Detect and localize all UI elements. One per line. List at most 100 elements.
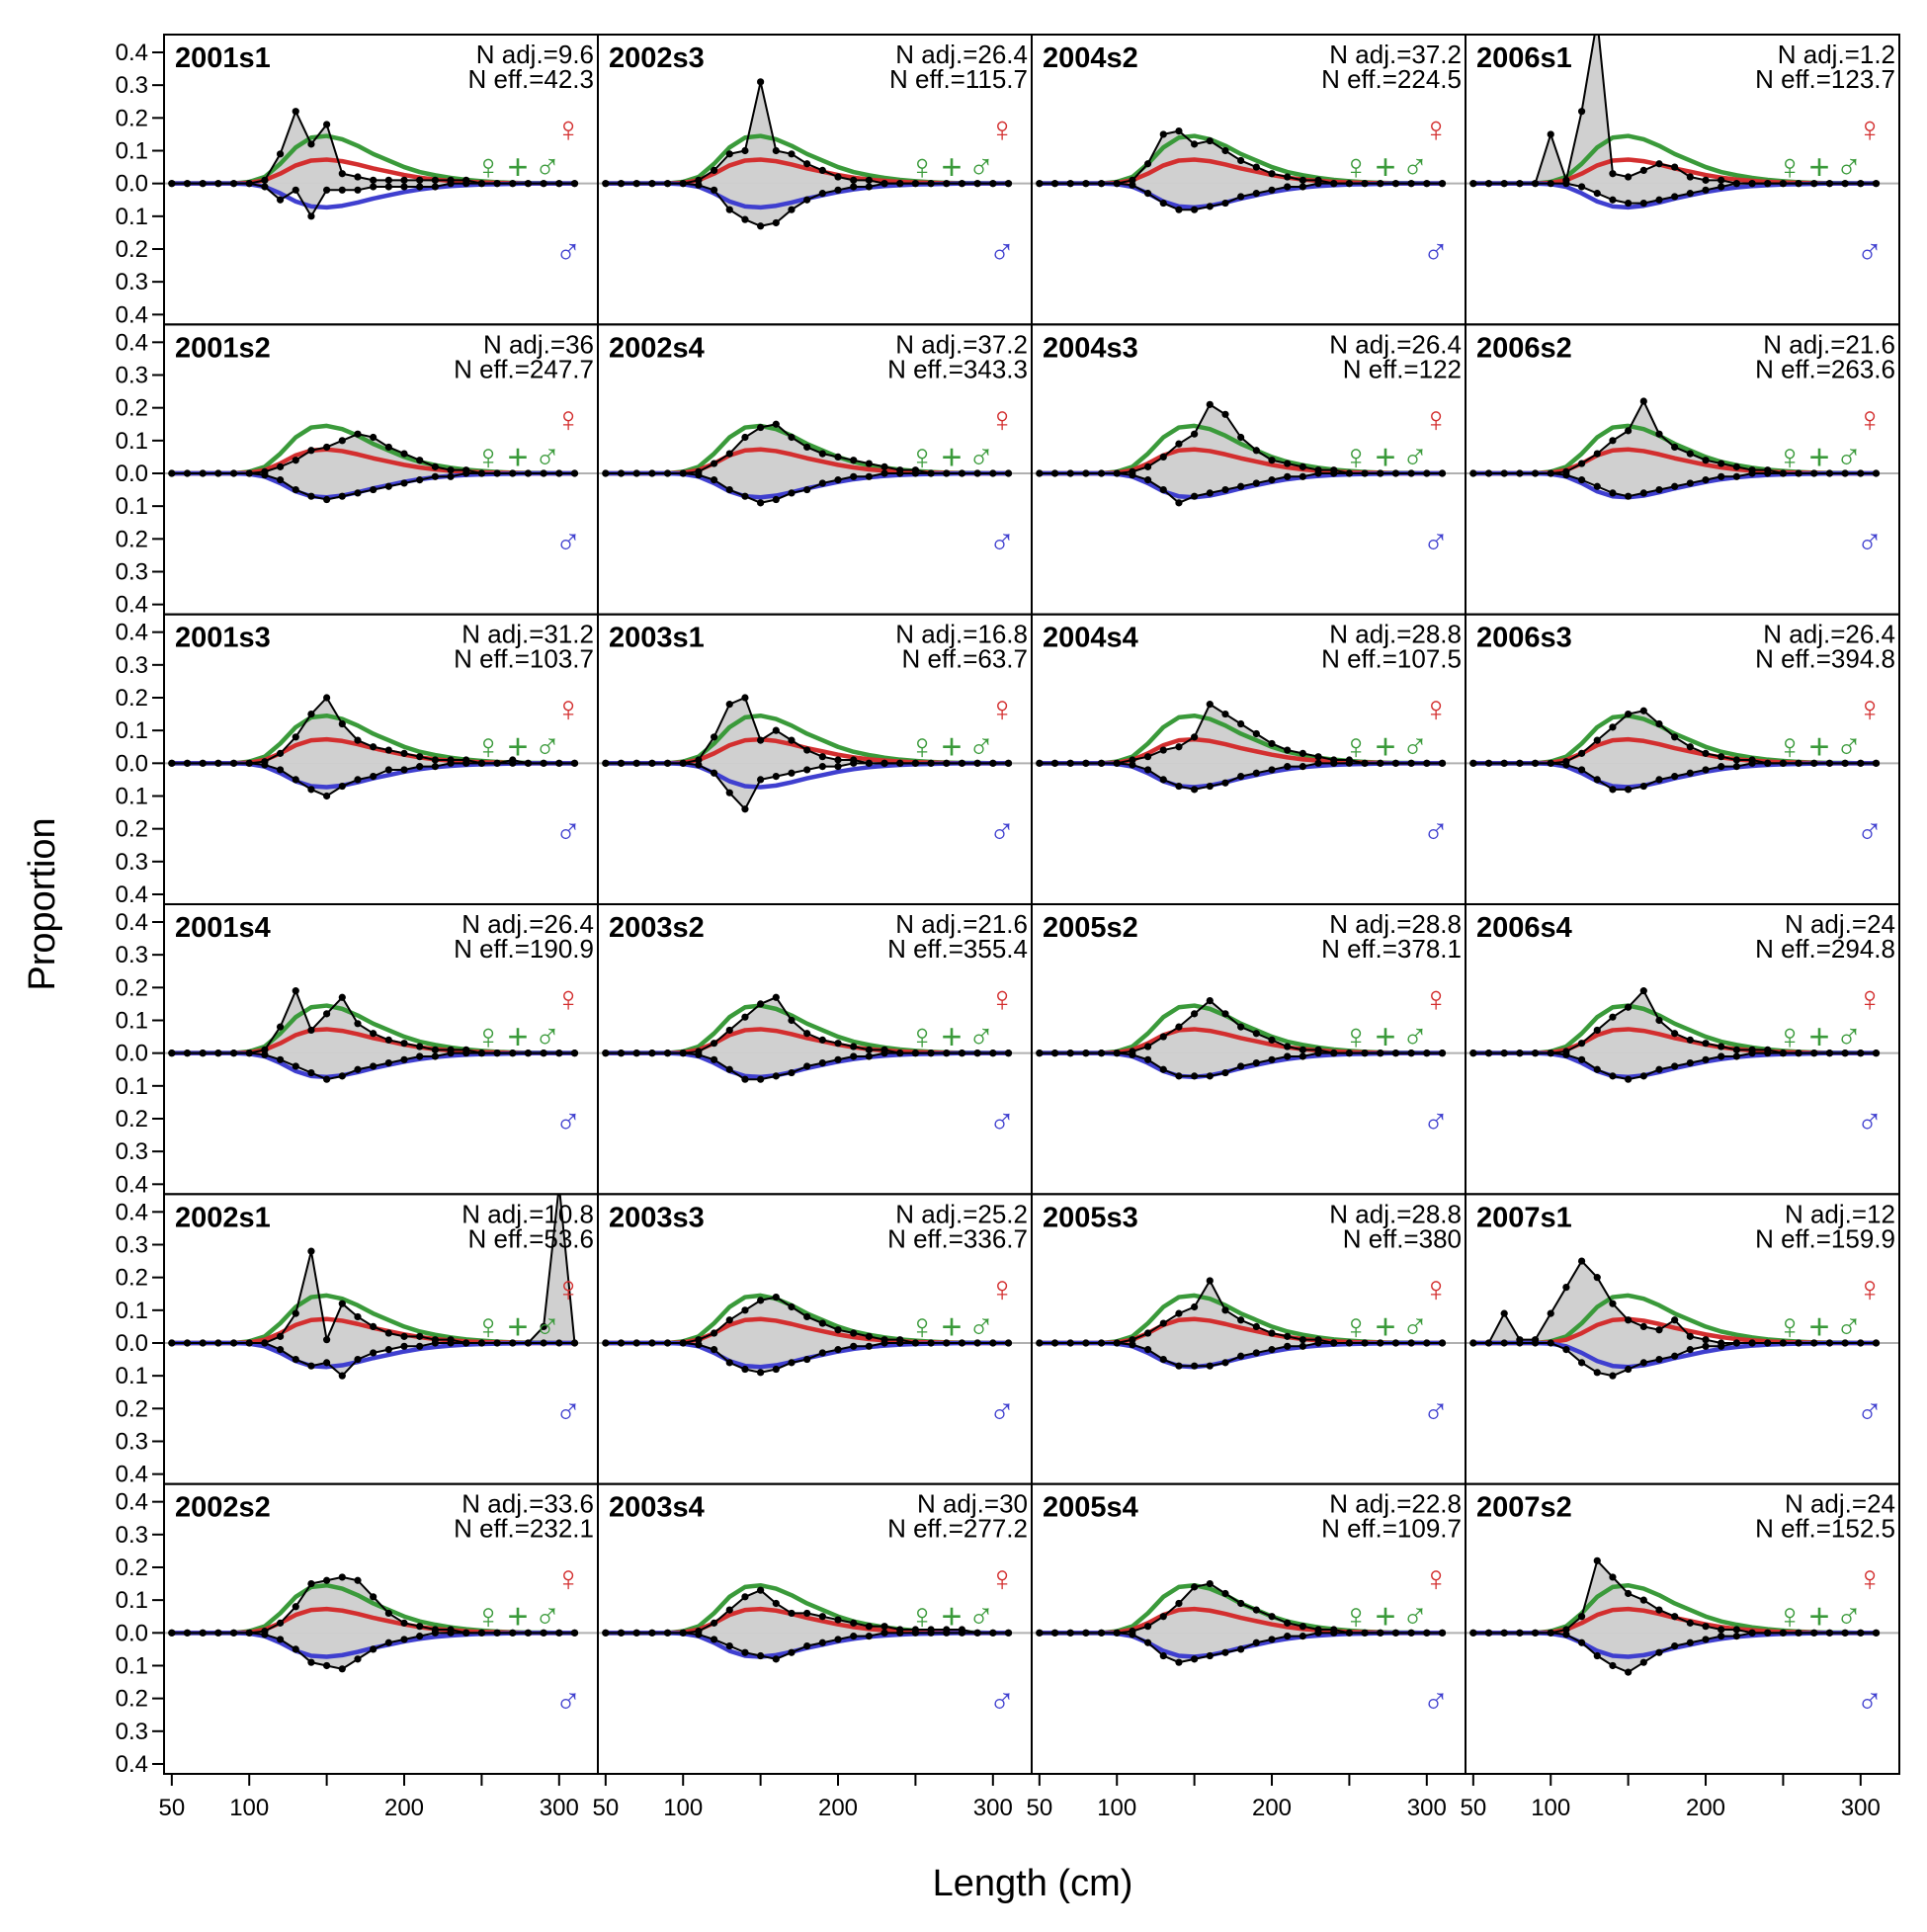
observed-female-point [788, 1609, 796, 1618]
observed-male-point [973, 1339, 981, 1347]
observed-male-point [1779, 1339, 1788, 1347]
panel-2001s3: 2001s3 N adj.=31.2N eff.=103.7 ♀♀+♂ ♂ [163, 613, 599, 905]
observed-male-point [757, 1369, 765, 1377]
observed-male-point [384, 482, 392, 490]
observed-female-point [1625, 173, 1633, 181]
observed-male-point [1516, 1050, 1524, 1057]
observed-female-point [710, 1040, 718, 1048]
observed-male-point [1143, 1055, 1152, 1063]
observed-male-point [1221, 199, 1229, 208]
observed-male-point [1391, 1629, 1400, 1637]
observed-male-point [1779, 759, 1788, 767]
observed-male-point [1066, 180, 1074, 188]
observed-male-point [338, 186, 346, 194]
observed-female-point [880, 1623, 888, 1631]
y-tick-label: 0.1 [116, 1007, 148, 1034]
observed-male-point [493, 1629, 501, 1637]
observed-male-point [447, 759, 455, 767]
observed-male-point [1237, 1645, 1245, 1653]
female-symbol: ♀ [1857, 1558, 1884, 1599]
observed-male-point [570, 1629, 579, 1637]
observed-female-point [757, 1586, 765, 1594]
observed-male-point [725, 206, 733, 213]
observed-male-point [1825, 1050, 1834, 1057]
observed-male-point [509, 1629, 517, 1637]
male-symbol: ♂ [555, 1681, 582, 1722]
observed-male-point [276, 1346, 285, 1354]
panel-plot-area [1466, 1257, 1899, 1380]
observed-male-point [1284, 763, 1292, 771]
observed-male-point [183, 180, 192, 188]
observed-male-point [1438, 1050, 1447, 1057]
observed-male-point [1345, 1339, 1354, 1347]
observed-female-point [1191, 733, 1199, 741]
observed-male-point [788, 489, 796, 497]
observed-male-point [1810, 1629, 1818, 1637]
observed-female-point [788, 433, 796, 442]
observed-male-point [1314, 180, 1322, 188]
observed-male-point [834, 1346, 842, 1354]
observed-male-point [818, 1638, 826, 1646]
observed-male-point [1764, 1339, 1772, 1347]
observed-male-point [1330, 180, 1338, 188]
observed-male-point [602, 180, 610, 188]
observed-male-point [493, 1339, 501, 1347]
observed-male-point [602, 1050, 610, 1057]
panel-n-eff: N eff.=277.2 [887, 1514, 1028, 1544]
observed-male-point [1237, 1352, 1245, 1360]
observed-female-point [1252, 1606, 1260, 1614]
male-symbol: ♂ [989, 811, 1016, 852]
y-tick-label: 0.0 [116, 1041, 148, 1067]
male-symbol: ♂ [555, 521, 582, 561]
observed-male-point [462, 1339, 470, 1347]
observed-male-point [292, 776, 299, 784]
observed-male-point [1159, 1355, 1167, 1364]
panel-title: 2005s2 [1043, 912, 1138, 944]
panel-n-eff: N eff.=378.1 [1321, 934, 1462, 964]
observed-male-point [1036, 1050, 1044, 1057]
observed-male-point [245, 1629, 253, 1637]
panel-n-adj: N adj.=26.4 [895, 40, 1028, 69]
observed-female-point [741, 694, 749, 702]
panel-n-adj: N adj.=36 [483, 329, 594, 359]
observed-male-point [462, 180, 470, 188]
observed-male-point [1036, 180, 1044, 188]
male-symbol: ♂ [555, 231, 582, 272]
observed-male-point [1206, 782, 1214, 791]
observed-male-point [648, 469, 656, 477]
observed-male-point [943, 180, 951, 188]
panel-plot-area [164, 694, 598, 800]
observed-female-point [416, 1623, 424, 1631]
observed-female-point [276, 1619, 285, 1627]
observed-male-point [1872, 759, 1881, 767]
observed-male-point [1377, 1339, 1384, 1347]
observed-male-point [1423, 1050, 1431, 1057]
observed-male-point [1825, 1629, 1834, 1637]
x-tick-label: 50 [1026, 1795, 1052, 1821]
observed-male-area [171, 763, 575, 797]
observed-male-point [973, 1629, 981, 1637]
panel-title: 2003s3 [609, 1202, 705, 1233]
observed-female-point [1221, 710, 1229, 718]
observed-male-point [183, 1629, 192, 1637]
panel-n-eff: N eff.=224.5 [1321, 64, 1462, 94]
panel-n-adj: N adj.=12 [1785, 1199, 1895, 1228]
observed-male-point [1175, 1362, 1183, 1370]
observed-female-point [1175, 1023, 1183, 1031]
observed-female-point [1206, 1579, 1214, 1588]
observed-female-point [1655, 1016, 1663, 1025]
observed-male-point [1345, 469, 1354, 477]
male-symbol: ♂ [555, 1101, 582, 1141]
observed-male-point [229, 1629, 238, 1637]
observed-female-point [1686, 173, 1694, 181]
observed-male-point [695, 1050, 703, 1058]
panel-n-eff: N eff.=190.9 [454, 934, 594, 964]
observed-female-point [880, 462, 888, 470]
observed-male-area [1472, 1633, 1877, 1673]
combined-symbol: ♀+♂ [1342, 146, 1434, 187]
observed-male-point [276, 1636, 285, 1643]
observed-male-point [725, 485, 733, 494]
observed-male-point [1252, 479, 1260, 487]
observed-male-point [989, 759, 997, 767]
observed-male-point [1391, 469, 1400, 477]
